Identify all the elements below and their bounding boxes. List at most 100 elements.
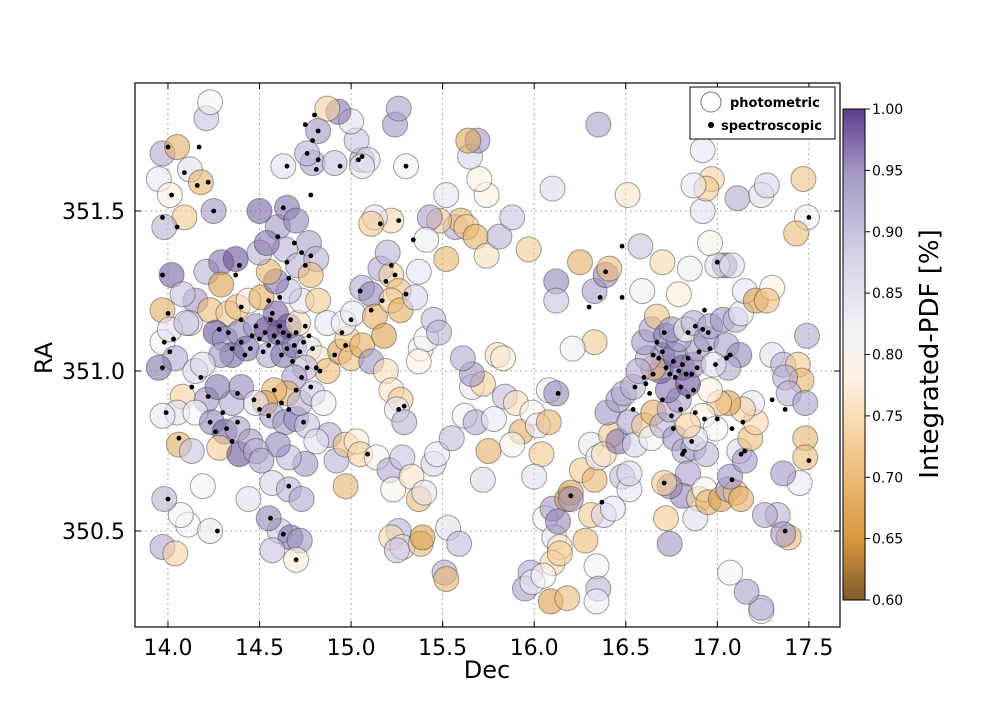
photometric-point bbox=[689, 137, 716, 164]
photometric-point bbox=[475, 438, 502, 464]
spectroscopic-point bbox=[586, 304, 592, 310]
spectroscopic-point bbox=[705, 330, 711, 335]
spectroscopic-point bbox=[317, 368, 323, 374]
spectroscopic-point bbox=[237, 263, 242, 268]
spectroscopic-point bbox=[194, 183, 200, 188]
spectroscopic-point bbox=[348, 317, 354, 323]
spectroscopic-point bbox=[160, 272, 165, 278]
spectroscopic-point bbox=[343, 343, 348, 348]
photometric-point bbox=[480, 406, 507, 432]
spectroscopic-point bbox=[310, 346, 315, 351]
photometric-point bbox=[792, 390, 819, 416]
photometric-point bbox=[402, 284, 429, 311]
spectroscopic-point bbox=[740, 419, 746, 425]
photometric-point bbox=[314, 95, 341, 122]
spectroscopic-point bbox=[301, 419, 306, 425]
spectroscopic-point bbox=[266, 413, 272, 419]
photometric-point bbox=[310, 390, 337, 416]
spectroscopic-point bbox=[211, 208, 217, 214]
spectroscopic-point bbox=[277, 323, 283, 329]
photometric-point bbox=[794, 322, 820, 349]
spectroscopic-point bbox=[729, 477, 735, 483]
photometric-point bbox=[543, 287, 570, 314]
spectroscopic-point bbox=[262, 330, 268, 335]
photometric-point bbox=[416, 204, 443, 231]
spectroscopic-point bbox=[207, 419, 213, 425]
spectroscopic-point bbox=[663, 365, 669, 371]
spectroscopic-point bbox=[650, 352, 656, 358]
spectroscopic-point bbox=[660, 349, 665, 355]
spectroscopic-point bbox=[702, 416, 707, 422]
spectroscopic-point bbox=[229, 346, 235, 351]
spectroscopic-point bbox=[302, 263, 308, 268]
spectroscopic-point bbox=[315, 157, 321, 163]
spectroscopic-point bbox=[171, 336, 176, 342]
photometric-point bbox=[433, 182, 460, 208]
spectroscopic-point bbox=[685, 355, 691, 361]
photometric-points bbox=[145, 89, 820, 624]
plot-frame bbox=[134, 82, 841, 628]
spectroscopic-point bbox=[692, 323, 698, 329]
spectroscopic-point bbox=[286, 407, 292, 412]
colorbar-ticks: 1.00 0.95 0.90 0.85 0.80 0.75 0.70 0.65 0.60 bbox=[865, 102, 903, 609]
spectroscopic-point bbox=[284, 163, 290, 169]
photometric-point bbox=[235, 486, 262, 512]
spectroscopic-point bbox=[689, 371, 695, 377]
spectroscopic-point bbox=[279, 352, 284, 358]
photometric-point bbox=[321, 150, 348, 176]
photometric-point bbox=[167, 502, 194, 528]
photometric-point bbox=[178, 438, 205, 464]
spectroscopic-point bbox=[714, 416, 720, 422]
spectroscopic-point bbox=[279, 400, 284, 406]
photometric-point bbox=[446, 530, 473, 557]
photometric-point bbox=[380, 476, 407, 503]
photometric-point bbox=[173, 310, 200, 336]
spectroscopic-point bbox=[238, 339, 244, 345]
spectroscopic-point bbox=[280, 330, 286, 335]
spectroscopic-point bbox=[165, 311, 171, 316]
spectroscopic-points bbox=[160, 112, 812, 563]
photometric-point bbox=[187, 169, 214, 196]
photometric-point bbox=[385, 95, 412, 122]
spectroscopic-point bbox=[291, 343, 297, 348]
photometric-point bbox=[614, 182, 641, 208]
photometric-point bbox=[405, 258, 432, 285]
spectroscopic-point bbox=[299, 375, 304, 380]
spectroscopic-point bbox=[260, 349, 266, 355]
spectroscopic-point bbox=[160, 365, 165, 371]
photometric-point bbox=[728, 486, 755, 512]
spectroscopic-point bbox=[302, 323, 308, 329]
spectroscopic-point bbox=[630, 407, 636, 412]
photometric-point bbox=[303, 428, 330, 455]
legend-spectroscopic-label: spectroscopic bbox=[721, 119, 822, 134]
photometric-point bbox=[627, 233, 654, 260]
spectroscopic-point bbox=[257, 407, 262, 412]
y-axis-title: RA bbox=[30, 341, 58, 374]
spectroscopic-point bbox=[165, 496, 171, 502]
photometric-point bbox=[222, 246, 249, 272]
spectroscopic-point bbox=[205, 179, 211, 185]
spectroscopic-point bbox=[339, 330, 345, 335]
spectroscopic-point bbox=[654, 339, 660, 345]
spectroscopic-point bbox=[308, 384, 314, 390]
spectroscopic-point bbox=[280, 531, 286, 537]
spectroscopic-point bbox=[683, 371, 689, 377]
spectroscopic-point bbox=[680, 362, 685, 367]
spectroscopic-point bbox=[306, 333, 312, 339]
spectroscopic-point bbox=[284, 259, 290, 265]
spectroscopic-point bbox=[359, 154, 365, 160]
spectroscopic-point bbox=[302, 122, 308, 127]
spectroscopic-point bbox=[248, 346, 253, 351]
photometric-point bbox=[297, 262, 324, 288]
spectroscopic-point bbox=[299, 250, 304, 256]
spectroscopic-point bbox=[163, 410, 169, 415]
spectroscopic-point bbox=[253, 323, 259, 329]
spectroscopic-point bbox=[806, 215, 812, 220]
colorbar-tick-label: 0.90 bbox=[872, 225, 903, 241]
photometric-point bbox=[248, 447, 275, 474]
spectroscopic-point bbox=[266, 343, 272, 348]
photometric-point bbox=[599, 495, 626, 522]
photometric-point bbox=[358, 210, 385, 237]
spectroscopic-point bbox=[724, 355, 729, 361]
photometric-point bbox=[169, 281, 196, 308]
